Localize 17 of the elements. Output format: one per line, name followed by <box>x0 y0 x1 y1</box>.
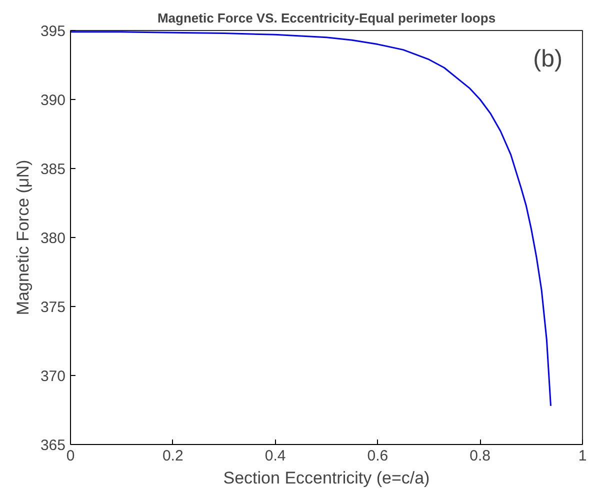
annotation: (b) <box>533 46 563 72</box>
y-tick-label: 375 <box>40 299 66 316</box>
x-tick-label: 1 <box>578 448 587 464</box>
x-tick-label: 0.4 <box>264 448 286 464</box>
x-axis-title: Section Eccentricity (e=c/a) <box>223 468 430 488</box>
x-tick-label: 0.6 <box>367 448 388 464</box>
y-tick-label: 370 <box>40 368 66 385</box>
y-tick-label: 395 <box>40 23 66 40</box>
y-tick-label: 390 <box>40 92 66 109</box>
y-tick-label: 380 <box>40 230 66 247</box>
x-tick-label: 0.2 <box>162 448 184 464</box>
chart-title: Magnetic Force VS. Eccentricity-Equal perimeter loops <box>157 10 496 26</box>
y-axis-title: Magnetic Force (μN) <box>13 160 32 316</box>
x-tick-label: 0.8 <box>470 448 491 464</box>
y-tick-label: 365 <box>40 437 66 454</box>
y-tick-label: 385 <box>40 161 66 178</box>
x-tick-label: 0 <box>66 448 75 464</box>
